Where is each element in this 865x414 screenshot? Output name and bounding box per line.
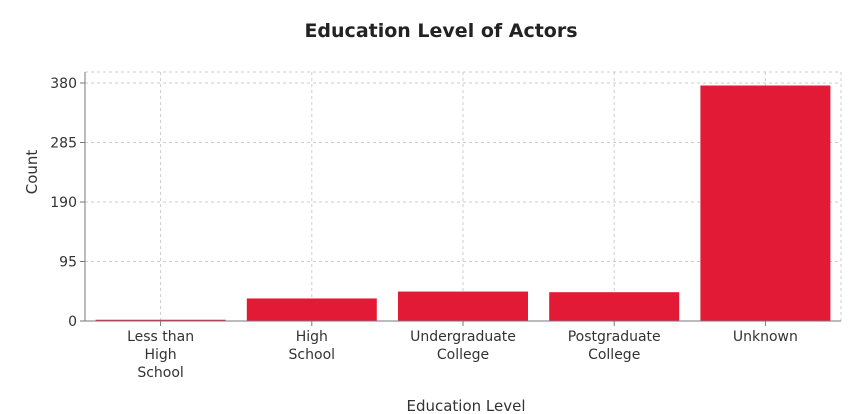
y-tick-label: 380 bbox=[50, 76, 77, 92]
x-tick-label: High School bbox=[289, 329, 335, 363]
bar bbox=[398, 291, 528, 321]
x-tick-label: Postgraduate College bbox=[568, 329, 661, 363]
y-tick-label: 95 bbox=[59, 255, 77, 271]
x-tick-label-line: School bbox=[137, 365, 183, 381]
bars bbox=[95, 85, 831, 321]
chart-title: Education Level of Actors bbox=[304, 20, 577, 42]
y-axis-title: Count bbox=[23, 150, 41, 195]
x-tick-label-line: Less than bbox=[127, 329, 194, 345]
x-tick-label: Less than High School bbox=[127, 329, 194, 381]
y-tick-label: 0 bbox=[68, 314, 77, 330]
tick-labels: 0 95 190 285 380 Less than High School High Schoo… bbox=[50, 76, 798, 381]
x-tick-label-line: School bbox=[289, 347, 335, 363]
axes bbox=[80, 72, 841, 326]
y-tick-label: 285 bbox=[50, 136, 77, 152]
y-tick-label: 190 bbox=[50, 195, 77, 211]
x-tick-label-line: High bbox=[296, 329, 328, 345]
x-tick-label: Unknown bbox=[733, 329, 798, 345]
bar bbox=[700, 85, 831, 321]
x-tick-label-line: High bbox=[145, 347, 177, 363]
x-tick-label-line: College bbox=[437, 347, 489, 363]
x-tick-label: Undergraduate College bbox=[410, 329, 516, 363]
bar bbox=[549, 292, 680, 321]
x-tick-label-line: Unknown bbox=[733, 329, 798, 345]
x-tick-label-line: College bbox=[588, 347, 640, 363]
x-tick-label-line: Undergraduate bbox=[410, 329, 516, 345]
x-axis-title: Education Level bbox=[406, 397, 525, 414]
x-tick-label-line: Postgraduate bbox=[568, 329, 661, 345]
bar bbox=[246, 298, 377, 321]
bar bbox=[95, 319, 226, 321]
